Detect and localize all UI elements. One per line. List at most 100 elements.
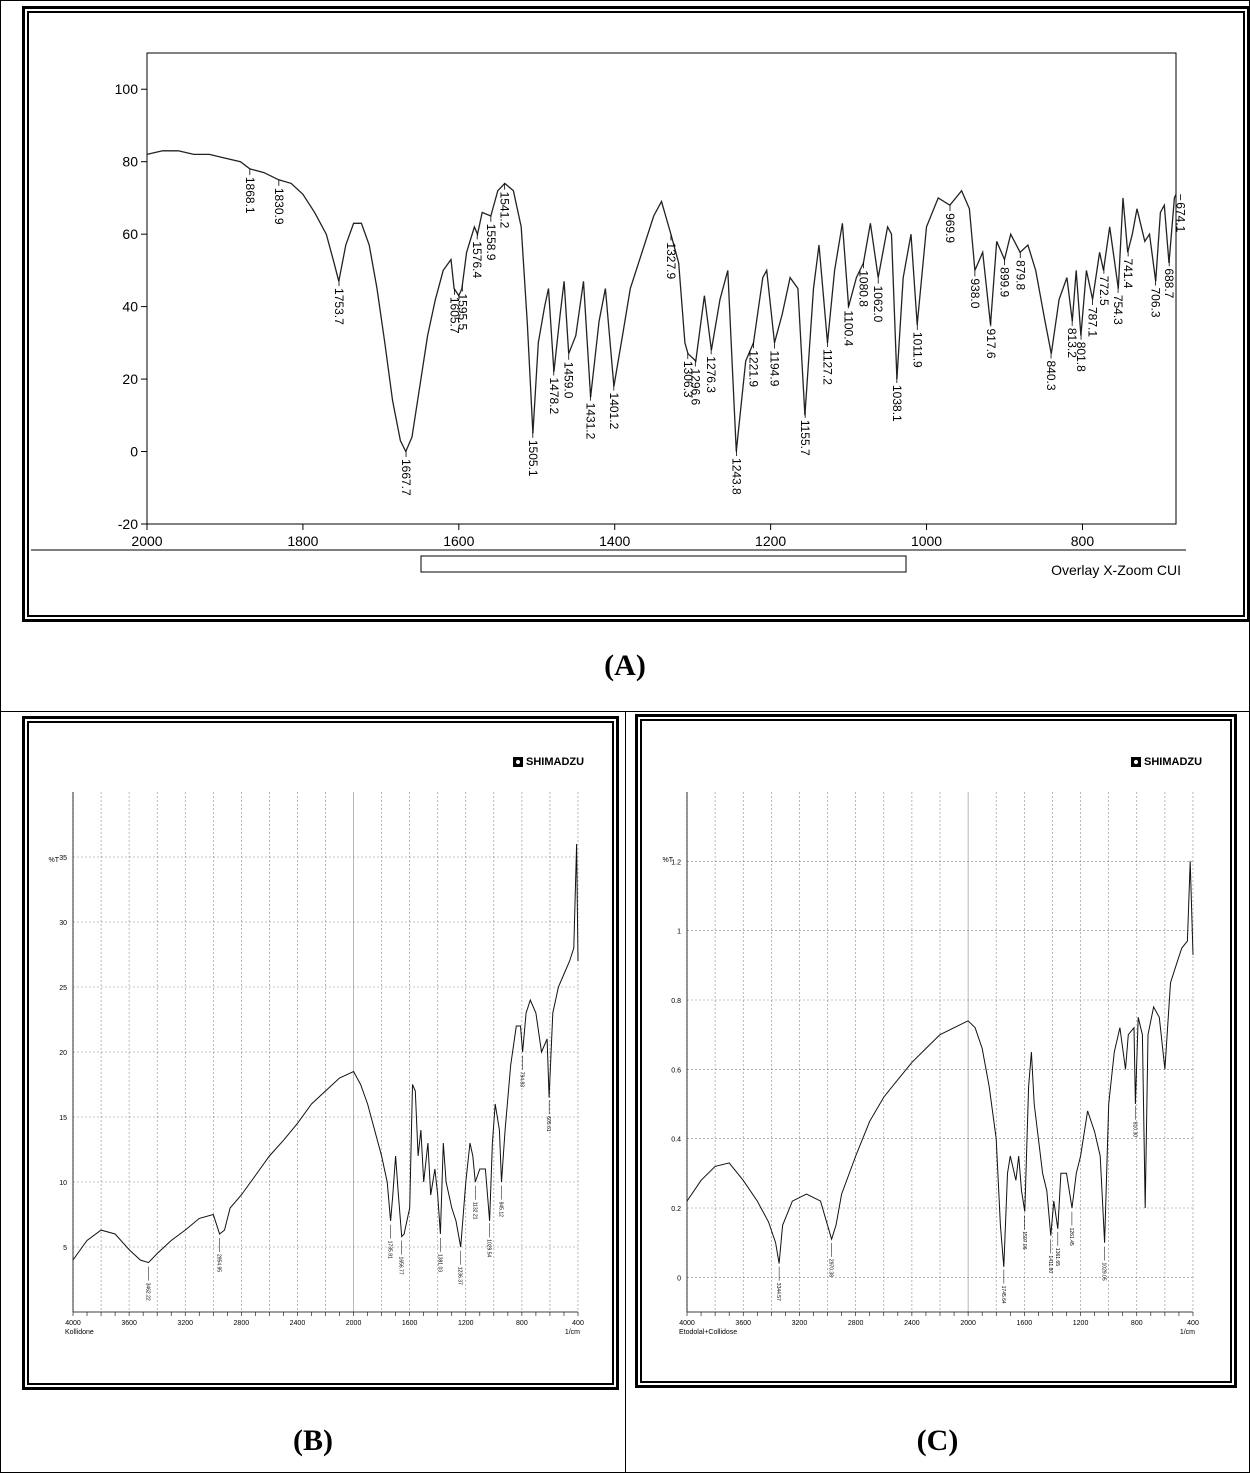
peak-label-a-26: 1038.1 — [890, 385, 904, 422]
x-tick-label-2-3: 2800 — [848, 1320, 864, 1327]
peak-label-a-19: 1221.9 — [747, 350, 761, 387]
zoom-range-box-a — [420, 555, 907, 573]
y-tick-label-2-3: 0.6 — [671, 1067, 681, 1074]
peak-label-a-25: 1062.0 — [871, 286, 885, 323]
spectrum-line-a — [146, 150, 1177, 454]
peak-label-a-17: 1276.3 — [704, 356, 718, 393]
y-tick-label-a-4: 60 — [122, 226, 138, 242]
y-tick-label-2-2: 0.4 — [671, 1137, 681, 1144]
peak-label-2-2: 1745.64 — [1000, 1286, 1006, 1304]
peak-label-a-9: 1505.1 — [526, 440, 540, 477]
peak-label-a-34: 813.2 — [1065, 328, 1079, 358]
peak-label-1-6: 1132.21 — [471, 1202, 477, 1220]
peak-label-a-1: 1830.9 — [272, 188, 286, 225]
peak-label-a-40: 706.3 — [1148, 287, 1162, 317]
peak-label-a-38: 754.3 — [1111, 295, 1125, 325]
spectrum-line-2 — [686, 861, 1194, 1267]
panel-c-caption: (C) — [916, 1424, 959, 1457]
y-axis-label-1: %T — [49, 857, 60, 864]
y-tick-label-2-6: 1.2 — [671, 859, 681, 866]
peak-label-a-7: 1558.9 — [484, 224, 498, 261]
x-tick-label-2-4: 2400 — [904, 1320, 920, 1327]
x-tick-label-1-3: 2800 — [234, 1320, 250, 1327]
peak-label-a-39: 741.4 — [1121, 258, 1135, 288]
x-axis-label-1: 1/cm — [565, 1329, 580, 1336]
sample-label-1: Kollidone — [65, 1329, 94, 1336]
x-tick-label-1-6: 1600 — [402, 1320, 418, 1327]
shimadzu-logo-icon — [513, 757, 523, 767]
peak-label-a-3: 1667.7 — [399, 459, 413, 496]
x-tick-label-1-0: 4000 — [65, 1320, 81, 1327]
y-tick-label-1-2: 15 — [59, 1115, 67, 1122]
peak-label-a-29: 938.0 — [968, 278, 982, 308]
x-tick-label-1-2: 3200 — [177, 1320, 193, 1327]
x-tick-label-a-2: 1600 — [443, 533, 474, 549]
x-tick-label-2-2: 3200 — [792, 1320, 808, 1327]
y-tick-label-a-6: 100 — [115, 81, 139, 97]
chart-a: -20 0 20 40 60 80 100 2000 1800 1600 1400 1200 1000 8… — [31, 52, 1188, 578]
x-tick-label-a-5: 1000 — [911, 533, 942, 549]
x-tick-label-2-8: 800 — [1131, 1320, 1143, 1327]
x-tick-label-1-5: 2000 — [346, 1320, 362, 1327]
peak-label-a-27: 1011.9 — [910, 332, 924, 368]
y-tick-label-a-3: 40 — [122, 299, 138, 315]
y-tick-label-1-5: 30 — [59, 920, 67, 927]
panel-c-brand: SHIMADZU — [1131, 756, 1202, 768]
x-tick-label-1-4: 2400 — [290, 1320, 306, 1327]
peak-label-a-11: 1459.0 — [562, 362, 576, 399]
x-tick-label-2-0: 4000 — [679, 1320, 695, 1327]
peak-label-a-0: 1868.1 — [243, 177, 257, 214]
y-tick-label-1-3: 20 — [59, 1050, 67, 1057]
peak-label-a-24: 1080.8 — [857, 270, 871, 307]
y-tick-label-2-0: 0 — [677, 1275, 681, 1282]
peak-label-2-8: 810.30 — [1131, 1122, 1137, 1138]
x-tick-label-1-9: 400 — [572, 1320, 584, 1327]
x-tick-label-2-1: 3600 — [735, 1320, 751, 1327]
peak-label-a-23: 1100.4 — [841, 310, 855, 346]
x-tick-label-1-8: 800 — [516, 1320, 528, 1327]
peak-label-2-7: 1029.05 — [1101, 1263, 1107, 1281]
panel-a-cell: -20 0 20 40 60 80 100 2000 1800 1600 1400 1200 1000 8… — [0, 0, 1250, 712]
spectrum-line-1 — [72, 843, 579, 1264]
peak-label-a-2: 1753.7 — [332, 288, 346, 325]
peak-label-1-1: 2954.95 — [216, 1254, 222, 1272]
x-tick-label-2-6: 1600 — [1017, 1320, 1033, 1327]
y-tick-label-a-5: 80 — [122, 154, 138, 170]
peak-label-a-35: 801.8 — [1074, 342, 1088, 372]
peak-label-a-16: 1296.6 — [688, 369, 702, 406]
x-axis-label-2: 1/cm — [1180, 1329, 1195, 1336]
x-tick-label-a-3: 1400 — [599, 533, 630, 549]
peak-label-a-20: 1194.9 — [768, 351, 782, 387]
peak-label-1-2: 1735.81 — [387, 1241, 393, 1259]
chart-b: 5 10 15 20 25 30 35 4000 3600 3200 2800 2400 2000 160… — [49, 792, 584, 1336]
overlay-note-a: Overlay X-Zoom CUI — [1051, 562, 1181, 578]
panel-b-cell: SHIMADZU 5 10 15 20 25 30 35 4000 3600 3200 2800 24… — [0, 711, 626, 1473]
panel-a-frame — [22, 6, 1250, 622]
y-tick-label-2-1: 0.2 — [671, 1206, 681, 1213]
x-tick-label-a-6: 800 — [1071, 533, 1095, 549]
y-tick-label-a-0: -20 — [118, 516, 138, 532]
peak-label-1-0: 3462.22 — [144, 1283, 150, 1301]
x-tick-label-a-1: 1800 — [287, 533, 318, 549]
y-tick-label-a-2: 20 — [122, 371, 138, 387]
peak-label-a-32: 879.8 — [1013, 260, 1027, 290]
peak-label-1-10: 605.61 — [545, 1116, 551, 1132]
peak-label-a-8: 1541.2 — [498, 192, 512, 229]
sample-label-2: Etodolal+Collidose — [679, 1329, 737, 1336]
panel-b-caption: (B) — [293, 1424, 333, 1457]
peak-label-a-37: 772.5 — [1097, 276, 1111, 306]
y-tick-label-a-1: 0 — [130, 444, 138, 460]
y-axis-label-2: %T — [663, 857, 674, 864]
panel-b-brand: SHIMADZU — [513, 756, 584, 768]
peak-label-a-21: 1155.7 — [798, 420, 812, 456]
panel-c-cell: SHIMADZU 0 0.2 0.4 0.6 0.8 1 1.2 4000 3600 3200 28… — [625, 711, 1250, 1473]
x-tick-label-2-5: 2000 — [960, 1320, 976, 1327]
panel-a-caption: (A) — [604, 649, 646, 682]
peak-label-a-10: 1478.2 — [547, 377, 561, 414]
peak-label-1-3: 1656.77 — [398, 1257, 404, 1275]
peak-label-a-28: 969.9 — [943, 213, 957, 243]
peak-label-a-41: 688.7 — [1162, 268, 1176, 298]
peak-label-1-7: 1029.54 — [486, 1239, 492, 1257]
y-tick-label-2-5: 1 — [677, 929, 681, 936]
peak-label-2-5: 1361.65 — [1054, 1248, 1060, 1266]
